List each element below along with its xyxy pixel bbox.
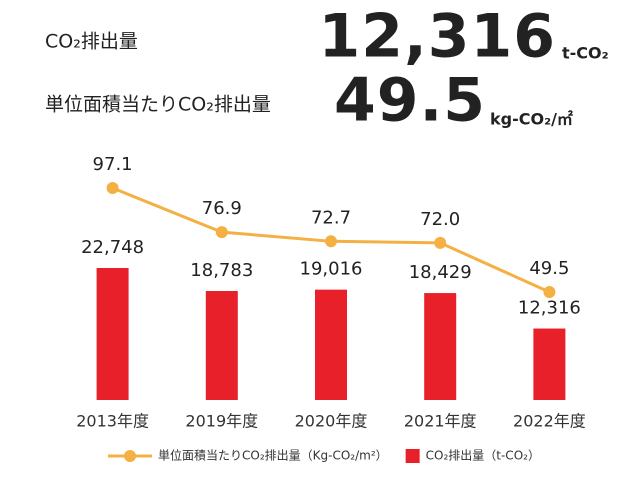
data-label: 49.5 bbox=[529, 258, 569, 279]
data-label: 22,748 bbox=[81, 237, 144, 258]
point bbox=[434, 236, 447, 249]
point bbox=[106, 182, 119, 194]
header-label: CO₂排出量 bbox=[45, 31, 138, 53]
data-label: 19,016 bbox=[300, 259, 363, 280]
point bbox=[215, 226, 228, 239]
header-value: 12,316 bbox=[318, 2, 556, 72]
bar bbox=[96, 268, 129, 400]
header-value: 49.5 bbox=[334, 66, 486, 136]
legend-label: 単位面積当たりCO₂排出量（Kg-CO₂/m²） bbox=[158, 448, 388, 463]
header-label: 単位面積当たりCO₂排出量 bbox=[45, 94, 271, 116]
bar bbox=[533, 328, 566, 400]
point bbox=[325, 235, 337, 248]
x-tick-label: 2022年度 bbox=[513, 412, 586, 431]
data-label: 76.9 bbox=[202, 198, 242, 219]
x-tick-label: 2013年度 bbox=[76, 412, 149, 431]
data-label: 18,783 bbox=[190, 260, 253, 281]
legend-marker bbox=[405, 449, 420, 463]
data-label: 18,429 bbox=[409, 262, 472, 283]
legend-marker bbox=[124, 450, 136, 462]
data-label: 12,316 bbox=[518, 298, 581, 319]
legend-label: CO₂排出量（t-CO₂） bbox=[426, 449, 540, 463]
data-label: 97.1 bbox=[93, 154, 133, 175]
header-unit: t-CO₂ bbox=[562, 44, 609, 63]
x-tick-label: 2020年度 bbox=[295, 412, 368, 431]
header-unit: kg-CO₂/㎡ bbox=[490, 110, 573, 129]
bar bbox=[205, 291, 238, 400]
data-label: 72.7 bbox=[311, 207, 351, 228]
bar bbox=[315, 289, 347, 400]
point bbox=[543, 286, 556, 298]
x-tick-label: 2019年度 bbox=[185, 412, 258, 431]
bar bbox=[424, 293, 457, 400]
data-label: 72.0 bbox=[420, 209, 460, 230]
x-tick-label: 2021年度 bbox=[404, 412, 477, 431]
